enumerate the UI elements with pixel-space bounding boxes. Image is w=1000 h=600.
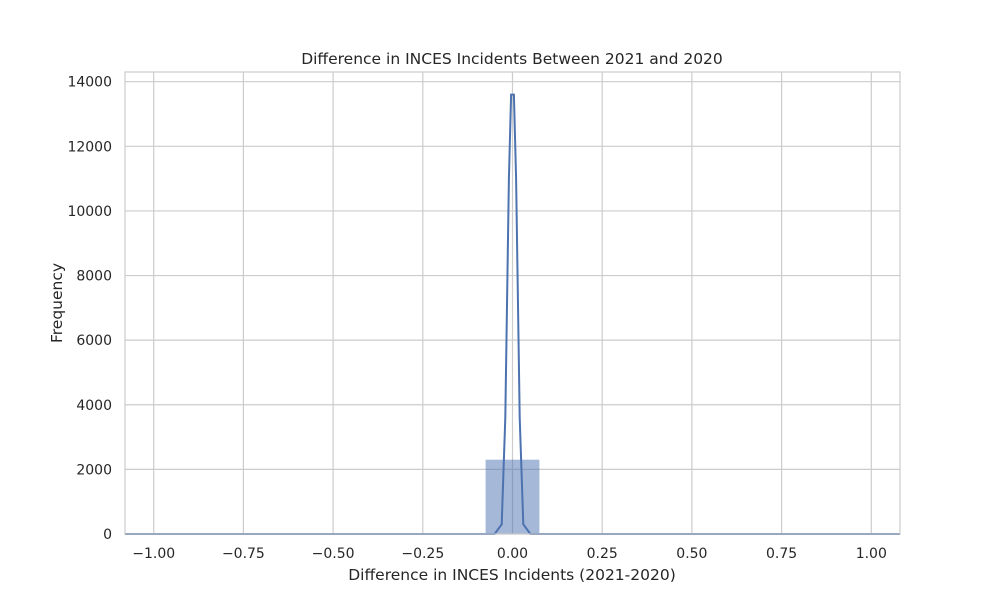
x-tick-label: 0.25 [587,546,618,562]
y-tick-label: 0 [103,527,112,543]
axes-frame [124,71,901,535]
x-tick-label: 0.50 [676,546,707,562]
x-tick-label: 0.75 [766,546,797,562]
x-axis-title: Difference in INCES Incidents (2021-2020… [348,566,676,584]
y-tick-labels: 0 2000 4000 6000 8000 10000 12000 14000 [67,75,112,543]
kde-line [125,93,900,535]
x-tick-label: −0.25 [401,546,444,562]
histogram-bars [153,459,872,535]
y-tick-label: 10000 [67,204,112,220]
y-tick-label: 12000 [67,139,112,155]
y-tick-label: 6000 [76,333,112,349]
x-tick-label: 0.00 [497,546,528,562]
histogram-bar [485,459,540,534]
chart-title: Difference in INCES Incidents Between 20… [301,50,723,68]
x-tick-label: −1.00 [132,546,175,562]
x-tick-label: −0.50 [312,546,355,562]
x-tick-label: −0.75 [222,546,265,562]
y-axis-title: Frequency [48,263,66,343]
x-tick-label: 1.00 [856,546,887,562]
y-tick-label: 2000 [76,462,112,478]
x-tick-labels: −1.00 −0.75 −0.50 −0.25 0.00 0.25 0.50 0.75 1.00 [132,546,887,562]
y-tick-label: 4000 [76,398,112,414]
y-tick-label: 14000 [67,75,112,91]
y-tick-label: 8000 [76,269,112,285]
